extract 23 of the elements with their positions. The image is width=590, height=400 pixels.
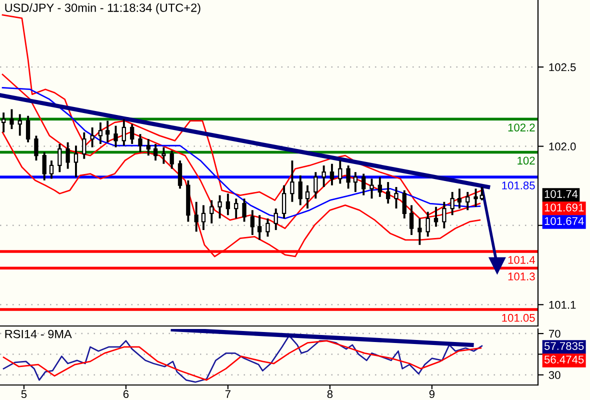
x-tick-label: 6 xyxy=(123,390,129,398)
text: 57.7835 xyxy=(544,342,584,350)
ref-line-label: 102 xyxy=(518,156,535,165)
y-tick-label: 70 xyxy=(548,330,560,338)
chart-title: USD/JPY - 30min - 11:18:34 (UTC+2) xyxy=(5,3,200,14)
y-tick-label: 102.5 xyxy=(549,63,576,72)
y-tick-label: 101.1 xyxy=(549,300,576,309)
ref-line-label: 101.4 xyxy=(508,256,535,264)
ref-line-label: 102.2 xyxy=(508,124,535,132)
x-tick-label: 8 xyxy=(327,390,333,398)
x-tick-label: 9 xyxy=(429,390,434,398)
x-tick-label: 5 xyxy=(21,390,27,398)
y-tick-label: 102.0 xyxy=(549,142,576,150)
text: 101.74 xyxy=(544,190,578,198)
ref-line-label: 101.85 xyxy=(502,182,535,190)
x-tick-label: 7 xyxy=(225,390,230,398)
ref-line-label: 101.3 xyxy=(508,272,535,280)
y-tick-label: 30 xyxy=(548,371,560,380)
text: 101.691 xyxy=(544,204,584,212)
chart-title: RSI14 - 9MA xyxy=(5,330,72,338)
text: 101.674 xyxy=(544,217,584,225)
text: 56.4745 xyxy=(544,356,584,364)
ref-line-label: 101.05 xyxy=(502,314,535,322)
